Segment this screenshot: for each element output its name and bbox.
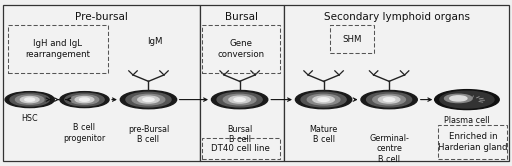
Bar [3,5,200,161]
Ellipse shape [25,98,35,101]
Text: Mature
B cell: Mature B cell [309,124,338,144]
Text: Bursal
B cell: Bursal B cell [227,124,252,144]
Ellipse shape [138,96,159,103]
Ellipse shape [15,95,44,104]
Ellipse shape [234,98,245,101]
Ellipse shape [295,90,352,109]
Ellipse shape [444,94,472,103]
Text: Plasma cell: Plasma cell [444,116,490,125]
Ellipse shape [5,92,54,108]
Ellipse shape [132,94,165,105]
Ellipse shape [20,97,39,103]
Ellipse shape [378,96,400,103]
Text: B cell
progenitor: B cell progenitor [63,123,105,143]
Bar [284,5,509,161]
Ellipse shape [10,93,49,106]
Text: Germinal-
centre
B cell: Germinal- centre B cell [369,134,409,164]
Ellipse shape [70,95,99,104]
Ellipse shape [373,94,406,105]
Ellipse shape [313,96,334,103]
Text: DT40 cell line: DT40 cell line [211,144,270,153]
Text: Bursal: Bursal [225,12,259,22]
Text: IgM: IgM [147,38,162,46]
Ellipse shape [435,90,499,110]
Ellipse shape [217,92,262,107]
Ellipse shape [318,98,329,101]
Ellipse shape [75,97,94,103]
Ellipse shape [301,92,346,107]
Ellipse shape [361,90,417,109]
Ellipse shape [223,94,256,105]
Ellipse shape [383,98,395,101]
Ellipse shape [450,96,467,101]
Text: Pre-bursal: Pre-bursal [75,12,127,22]
Ellipse shape [211,90,268,109]
Text: Secondary lymphoid organs: Secondary lymphoid organs [324,12,470,22]
Ellipse shape [307,94,340,105]
Ellipse shape [143,98,154,101]
Text: Enriched in
Harderian gland: Enriched in Harderian gland [438,132,507,152]
Bar [200,5,284,161]
Text: Gene
conversion: Gene conversion [218,39,265,59]
Ellipse shape [126,92,171,107]
Ellipse shape [79,98,90,101]
Text: HSC: HSC [22,114,38,123]
Text: pre-Bursal
B cell: pre-Bursal B cell [128,124,169,144]
Ellipse shape [440,91,494,108]
Ellipse shape [65,93,104,106]
Text: SHM: SHM [342,35,362,43]
Ellipse shape [60,92,109,108]
Text: IgH and IgL
rearrangement: IgH and IgL rearrangement [25,39,90,59]
Ellipse shape [229,96,250,103]
Ellipse shape [367,92,412,107]
Ellipse shape [120,90,177,109]
